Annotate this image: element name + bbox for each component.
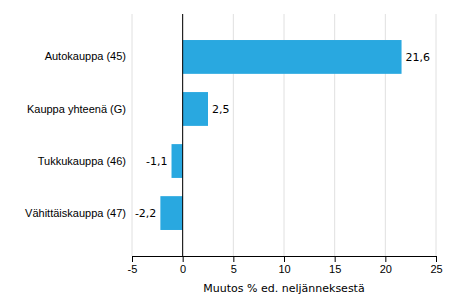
x-tick-mark xyxy=(436,256,437,262)
x-tick-mark xyxy=(132,256,133,262)
grid-line xyxy=(132,14,133,256)
plot: -5 0 5 10 15 20 25 Vähittäiskauppa (47) Tukkukau… xyxy=(25,14,443,295)
x-tick-mark xyxy=(183,256,184,262)
x-tick: -5 xyxy=(128,256,138,275)
y-tick-label: Autokauppa (45) xyxy=(45,50,126,62)
bars xyxy=(160,40,401,230)
data-label: -1,1 xyxy=(146,155,167,168)
x-tick-label: 5 xyxy=(231,263,237,275)
y-tick-label: Tukkukauppa (46) xyxy=(38,155,126,167)
x-tick-mark xyxy=(284,256,285,262)
x-tick: 10 xyxy=(278,256,290,275)
x-tick-label: 0 xyxy=(180,263,186,275)
x-axis: -5 0 5 10 15 20 25 xyxy=(128,256,443,275)
x-tick-mark xyxy=(233,256,234,262)
y-tick-label: Kauppa yhteenä (G) xyxy=(27,102,126,114)
bar xyxy=(160,196,182,230)
x-tick: 20 xyxy=(380,256,392,275)
bar xyxy=(183,40,402,74)
x-axis-title: Muutos % ed. neljänneksestä xyxy=(203,282,364,295)
x-tick-label: 20 xyxy=(380,263,392,275)
grid-line xyxy=(182,14,183,256)
x-tick-label: 15 xyxy=(329,263,341,275)
x-tick-mark xyxy=(335,256,336,262)
grid xyxy=(132,14,436,256)
x-tick-mark xyxy=(385,256,386,262)
zero-line xyxy=(182,14,183,256)
data-label: 2,5 xyxy=(212,103,230,116)
x-tick: 0 xyxy=(180,256,186,275)
grid-line xyxy=(436,14,437,256)
x-tick-label: 10 xyxy=(278,263,290,275)
bar xyxy=(183,92,208,126)
data-label: 21,6 xyxy=(406,51,431,64)
x-tick-label: 25 xyxy=(430,263,442,275)
x-tick: 15 xyxy=(329,256,341,275)
y-tick: Autokauppa (45) xyxy=(45,50,126,62)
data-label: -2,2 xyxy=(135,207,156,220)
y-axis: Vähittäiskauppa (47) Tukkukauppa (46) Kaup… xyxy=(25,50,126,218)
y-tick: Kauppa yhteenä (G) xyxy=(27,102,126,114)
chart: -5 0 5 10 15 20 25 Vähittäiskauppa (47) Tukkukau… xyxy=(0,0,454,302)
y-tick-label: Vähittäiskauppa (47) xyxy=(25,207,126,219)
x-axis-line xyxy=(133,257,437,263)
y-tick: Vähittäiskauppa (47) xyxy=(25,207,126,219)
x-tick-label: -5 xyxy=(128,263,138,275)
x-tick: 25 xyxy=(430,256,442,275)
bar xyxy=(172,144,183,178)
y-tick: Tukkukauppa (46) xyxy=(38,155,126,167)
data-labels: -2,2 -1,1 2,5 21,6 xyxy=(135,51,430,220)
x-tick: 5 xyxy=(231,256,237,275)
